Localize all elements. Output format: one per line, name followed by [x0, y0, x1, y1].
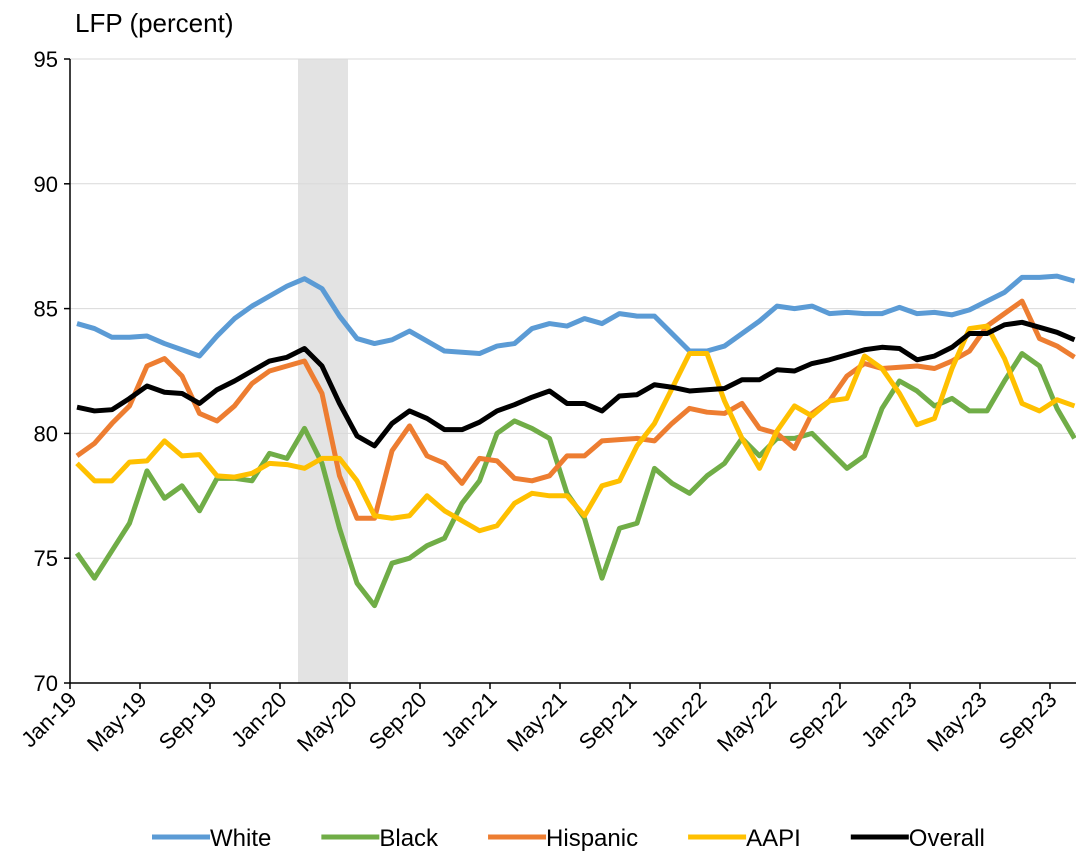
x-tick-label: Sep-22 — [784, 687, 852, 755]
y-tick-label: 70 — [34, 671, 58, 696]
y-tick-label: 95 — [34, 47, 58, 72]
y-tick-label: 80 — [34, 421, 58, 446]
legend-label: Overall — [909, 825, 985, 852]
x-tick-label: May-23 — [922, 687, 992, 757]
x-tick-label: May-21 — [502, 687, 572, 757]
series-line — [74, 351, 1076, 609]
legend-label: AAPI — [746, 825, 801, 852]
x-tick-label: Sep-21 — [574, 687, 642, 755]
x-tick-label: May-22 — [712, 687, 782, 757]
x-tick-label: Jan-21 — [436, 687, 501, 752]
x-tick-label: May-20 — [292, 687, 362, 757]
y-axis-title: LFP (percent) — [75, 8, 233, 38]
x-tick-label: May-19 — [82, 687, 152, 757]
series-line — [76, 319, 1076, 449]
legend-label: White — [210, 825, 271, 852]
y-tick-label: 85 — [34, 297, 58, 322]
x-tick-label: Jan-23 — [856, 687, 921, 752]
x-tick-label: Jan-19 — [16, 687, 81, 752]
legend-label: Hispanic — [546, 825, 638, 852]
legend-label: Black — [379, 825, 439, 852]
x-tick-label: Jan-20 — [226, 687, 291, 752]
x-tick-label: Sep-19 — [154, 687, 222, 755]
series-line — [75, 298, 1076, 521]
x-tick-label: Sep-23 — [994, 687, 1062, 755]
series-line — [75, 323, 1076, 534]
y-tick-label: 75 — [34, 546, 58, 571]
x-tick-label: Jan-22 — [646, 687, 711, 752]
x-tick-label: Sep-20 — [364, 687, 432, 755]
y-tick-label: 90 — [34, 172, 58, 197]
series-line — [76, 273, 1076, 359]
